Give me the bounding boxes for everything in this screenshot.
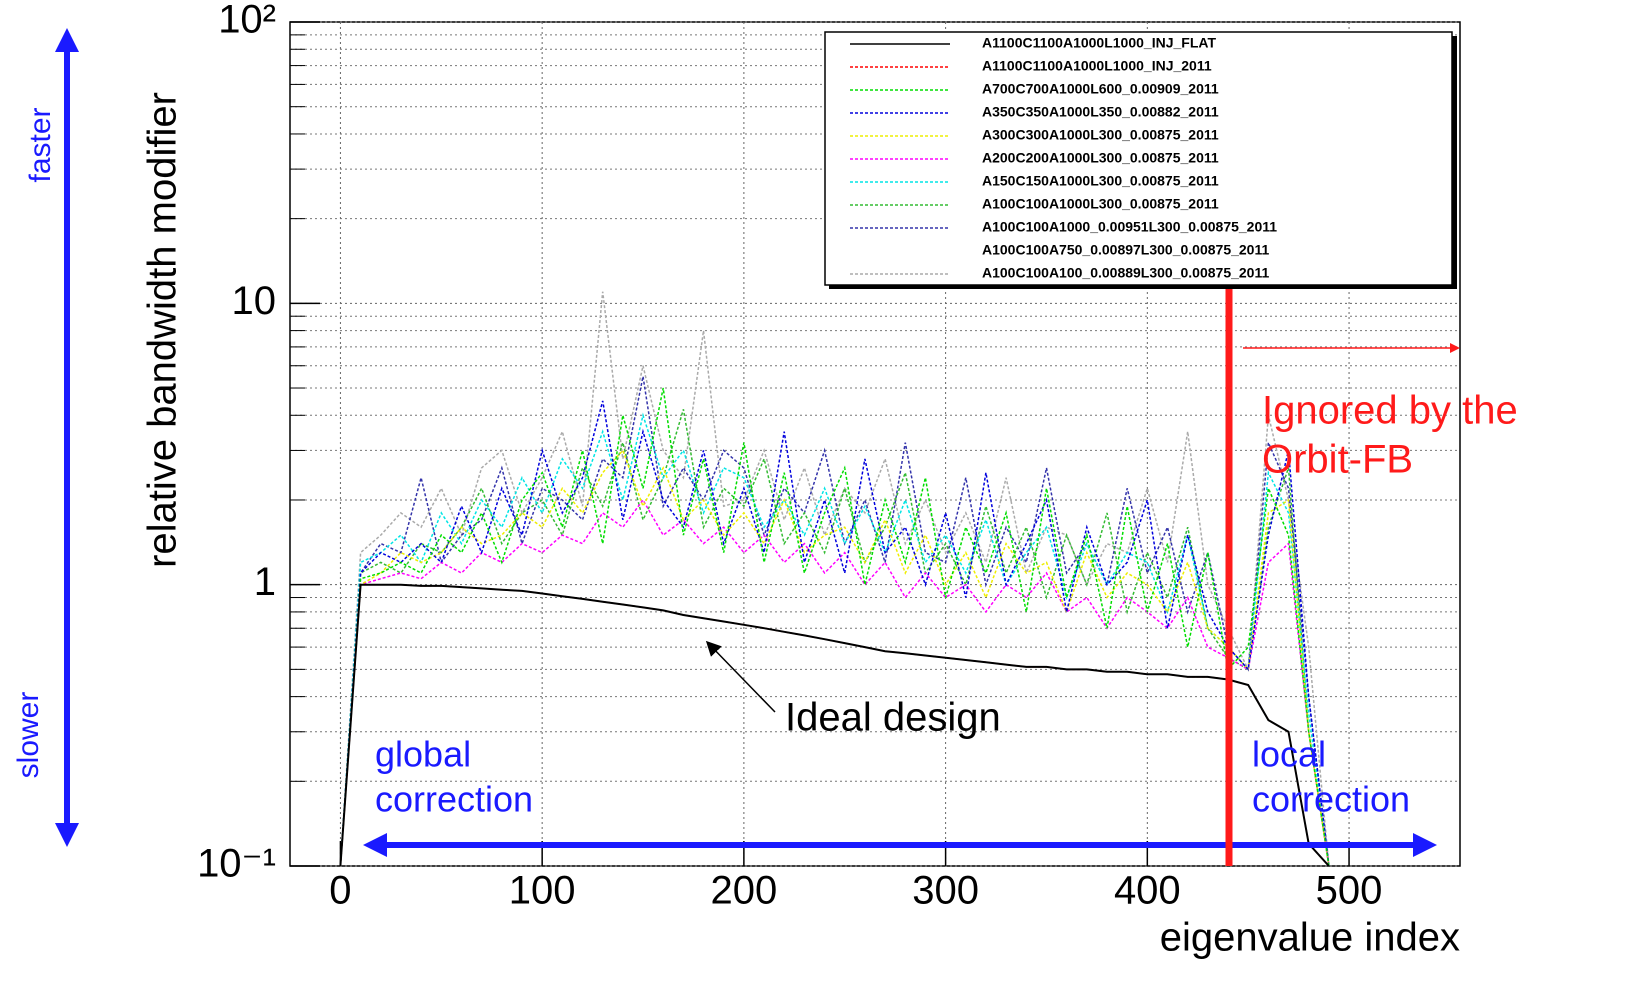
legend-label: A700C700A1000L600_0.00909_2011 [982,81,1219,97]
annotation: Ignored by the [1262,389,1518,433]
annotation: local [1252,734,1326,775]
y-tick-label: 10⁻¹ [197,842,276,886]
y-axis-label: relative bandwidth modifier [141,92,185,568]
series-line [339,498,1330,866]
legend-shadow [829,285,1457,289]
legend-label: A100C100A1000_0.00951L300_0.00875_2011 [982,219,1277,235]
series-line [339,583,1330,866]
annotation: global [375,734,471,775]
annotation: Ideal design [785,696,1001,740]
y-tick-label: 10 [232,279,277,323]
annotation: correction [1252,779,1410,820]
x-tick-label: 100 [509,869,576,913]
x-tick-label: 400 [1114,869,1181,913]
annotation: Orbit-FB [1262,438,1413,482]
series-line [339,409,1330,866]
annotation: faster [24,107,57,182]
x-tick-label: 0 [329,869,351,913]
series-line [339,448,1330,866]
legend: A1100C1100A1000L1000_INJ_FLAT A1100C1100A… [824,31,1457,289]
legend-label: A1100C1100A1000L1000_INJ_2011 [982,58,1212,74]
y-tick-label: 1 [254,560,276,604]
annotation: slower [12,692,45,779]
legend-shadow [1452,36,1457,288]
legend-label: A1100C1100A1000L1000_INJ_FLAT [982,35,1216,51]
x-tick-label: 200 [711,869,778,913]
x-axis-label: eigenvalue index [1160,916,1460,960]
series-line [339,376,1330,866]
series-line [339,412,1330,866]
legend-label: A200C200A1000L300_0.00875_2011 [982,150,1219,166]
ticks: 10⁻¹ 1 10 10² 0 100 200 300 400 500 [197,0,1382,913]
legend-label: A100C100A750_0.00897L300_0.00875_2011 [982,242,1269,258]
annotation: correction [375,779,533,820]
series-line [339,387,1330,866]
legend-label: A300C300A1000L300_0.00875_2011 [982,127,1219,143]
annotation-arrow [705,640,776,713]
lines [339,291,1330,866]
series-line [339,400,1330,866]
legend-label: A350C350A1000L350_0.00882_2011 [982,104,1219,120]
legend-label: A100C100A100_0.00889L300_0.00875_2011 [982,265,1269,281]
legend-label: A150C150A1000L300_0.00875_2011 [982,173,1219,189]
legend-box [824,31,1453,286]
x-tick-label: 500 [1316,869,1383,913]
legend-label: A100C100A1000L300_0.00875_2011 [982,196,1219,212]
y-tick-label: 10² [218,0,276,42]
x-tick-label: 300 [912,869,979,913]
